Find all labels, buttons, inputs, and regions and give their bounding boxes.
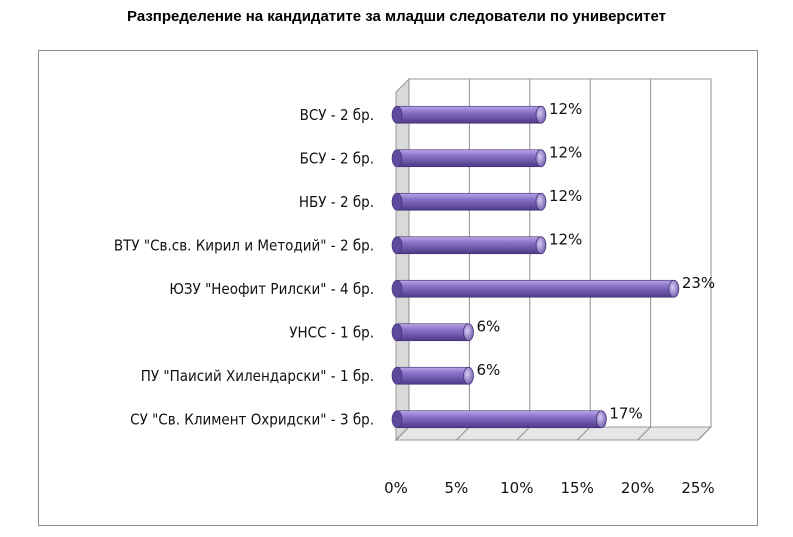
data-label: 12%	[549, 230, 582, 248]
bar-body	[396, 236, 542, 255]
category-label: БСУ - 2 бр.	[300, 149, 374, 167]
x-tick-label: 5%	[445, 479, 469, 497]
bar	[391, 192, 547, 211]
bar-end-cap	[463, 323, 474, 342]
bar-start-cap	[391, 279, 403, 298]
data-label: 6%	[476, 317, 500, 335]
floor-gridline	[516, 426, 531, 441]
floor	[394, 426, 713, 441]
floor-gridline	[637, 426, 651, 441]
data-label: 23%	[682, 274, 715, 292]
x-tick-label: 10%	[500, 479, 533, 497]
bar-start-cap	[391, 236, 403, 255]
chart-title: Разпределение на кандидатите за младши с…	[127, 8, 666, 25]
category-label: ЮЗУ "Неофит Рилски" - 4 бр.	[169, 280, 374, 298]
data-label: 12%	[549, 187, 582, 205]
x-tick-label: 15%	[561, 479, 594, 497]
category-label: НБУ - 2 бр.	[299, 193, 374, 211]
x-tick-label: 20%	[621, 479, 654, 497]
bar-body	[396, 410, 602, 429]
category-label: ВСУ - 2 бр.	[300, 106, 374, 124]
bar	[391, 105, 547, 124]
bar-start-cap	[391, 105, 403, 124]
bar-end-cap	[535, 105, 547, 124]
bar-body	[396, 192, 542, 211]
bar-body	[396, 366, 469, 385]
bar-start-cap	[391, 192, 403, 211]
bar-body	[396, 149, 542, 168]
bar-end-cap	[535, 149, 547, 168]
bar-end-cap	[463, 366, 474, 385]
x-tick-label: 0%	[384, 479, 408, 497]
bar-start-cap	[391, 410, 403, 429]
bar	[391, 366, 474, 385]
category-label: СУ "Св. Климент Охридски" - 3 бр.	[130, 410, 374, 428]
floor-gridline	[576, 426, 591, 441]
bars-group	[391, 105, 680, 429]
data-label: 6%	[476, 361, 500, 379]
x-tick-label: 25%	[681, 479, 714, 497]
plot-area	[394, 77, 713, 442]
data-label: 12%	[549, 143, 582, 161]
data-label: 17%	[609, 404, 642, 422]
bar-start-cap	[391, 323, 403, 342]
floor-gridline	[456, 426, 470, 441]
category-label: ПУ "Паисий Хилендарски" - 1 бр.	[141, 367, 374, 385]
bar-end-cap	[596, 410, 607, 429]
bar	[391, 410, 607, 429]
bar-start-cap	[391, 149, 403, 168]
labels-group: 0% 5% 10% 15% 20% 25% ВСУ - 2 бр. 12% БСУ - 2 бр…	[114, 100, 715, 497]
bar-body	[396, 323, 469, 342]
bar	[391, 149, 547, 168]
floor-gridline	[697, 426, 712, 441]
side-wall	[395, 77, 410, 442]
bar-end-cap	[535, 192, 547, 211]
category-label: ВТУ "Св.св. Кирил и Методий" - 2 бр.	[114, 236, 374, 254]
bar-end-cap	[668, 279, 680, 298]
bar	[391, 279, 680, 298]
bar-end-cap	[535, 236, 547, 255]
floor-gridline	[395, 426, 410, 441]
bar-body	[396, 279, 675, 298]
bar	[391, 236, 547, 255]
bar-start-cap	[391, 366, 403, 385]
bar-body	[396, 105, 542, 124]
bar	[391, 323, 474, 342]
data-label: 12%	[549, 100, 582, 118]
category-label: УНСС - 1 бр.	[289, 323, 374, 341]
